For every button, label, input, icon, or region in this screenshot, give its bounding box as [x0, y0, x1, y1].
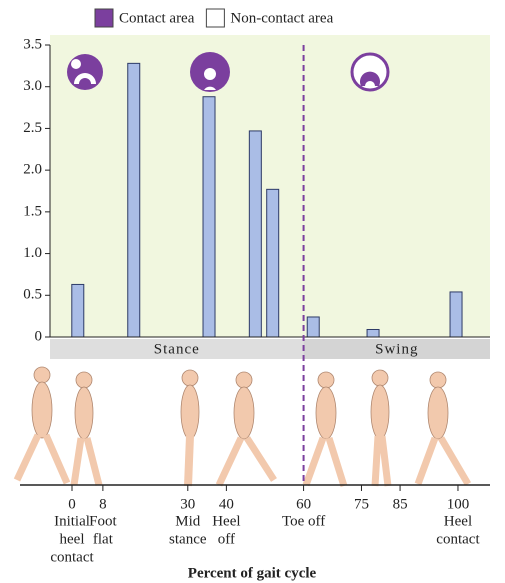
- y-tick-label: 0: [35, 328, 43, 344]
- y-tick-label: 2.5: [23, 120, 42, 136]
- y-tick-label: 1.0: [23, 245, 42, 261]
- event-label: stance: [169, 531, 207, 547]
- bar: [249, 131, 261, 337]
- legend-label: Non-contact area: [230, 10, 333, 26]
- y-tick-label: 3.0: [23, 78, 42, 94]
- bar: [267, 189, 279, 337]
- bar: [203, 97, 215, 337]
- x-tick-label: 0: [68, 496, 76, 512]
- y-tick-label: 0.5: [23, 287, 42, 303]
- phase-label: Stance: [154, 341, 200, 357]
- event-label: Initial: [54, 513, 90, 529]
- event-label: Toe off: [282, 513, 325, 529]
- foot-icon: [190, 52, 230, 92]
- x-axis-label: Percent of gait cycle: [188, 565, 317, 581]
- event-label: Heel: [444, 513, 472, 529]
- y-tick-label: 2.0: [23, 162, 42, 178]
- event-label: contact: [50, 549, 94, 565]
- legend-swatch: [206, 9, 224, 27]
- x-tick-label: 60: [296, 496, 311, 512]
- x-tick-label: 8: [99, 496, 107, 512]
- y-tick-label: 1.5: [23, 203, 42, 219]
- chart: Percent of gait cycle Contact area Non-co…: [0, 0, 505, 583]
- legend-label: Contact area: [119, 10, 195, 26]
- phase-label: Swing: [375, 341, 418, 357]
- bar: [450, 292, 462, 337]
- bar: [72, 284, 84, 337]
- bar: [367, 329, 379, 337]
- walking-figures: [17, 367, 468, 486]
- x-tick-label: 75: [354, 496, 369, 512]
- x-tick-label: 100: [447, 496, 470, 512]
- legend-swatch: [95, 9, 113, 27]
- event-label: flat: [93, 531, 114, 547]
- event-label: Heel: [212, 513, 240, 529]
- foot-icon: [67, 54, 103, 90]
- x-tick-label: 30: [180, 496, 195, 512]
- event-label: Mid: [175, 513, 201, 529]
- event-label: contact: [436, 531, 480, 547]
- x-tick-label: 85: [393, 496, 408, 512]
- foot-icon: [352, 54, 388, 90]
- event-label: Foot: [89, 513, 117, 529]
- x-tick-label: 40: [219, 496, 234, 512]
- bar: [307, 317, 319, 337]
- y-tick-label: 3.5: [23, 36, 42, 52]
- event-label: off: [218, 531, 235, 547]
- bar: [128, 63, 140, 337]
- event-label: heel: [60, 531, 85, 547]
